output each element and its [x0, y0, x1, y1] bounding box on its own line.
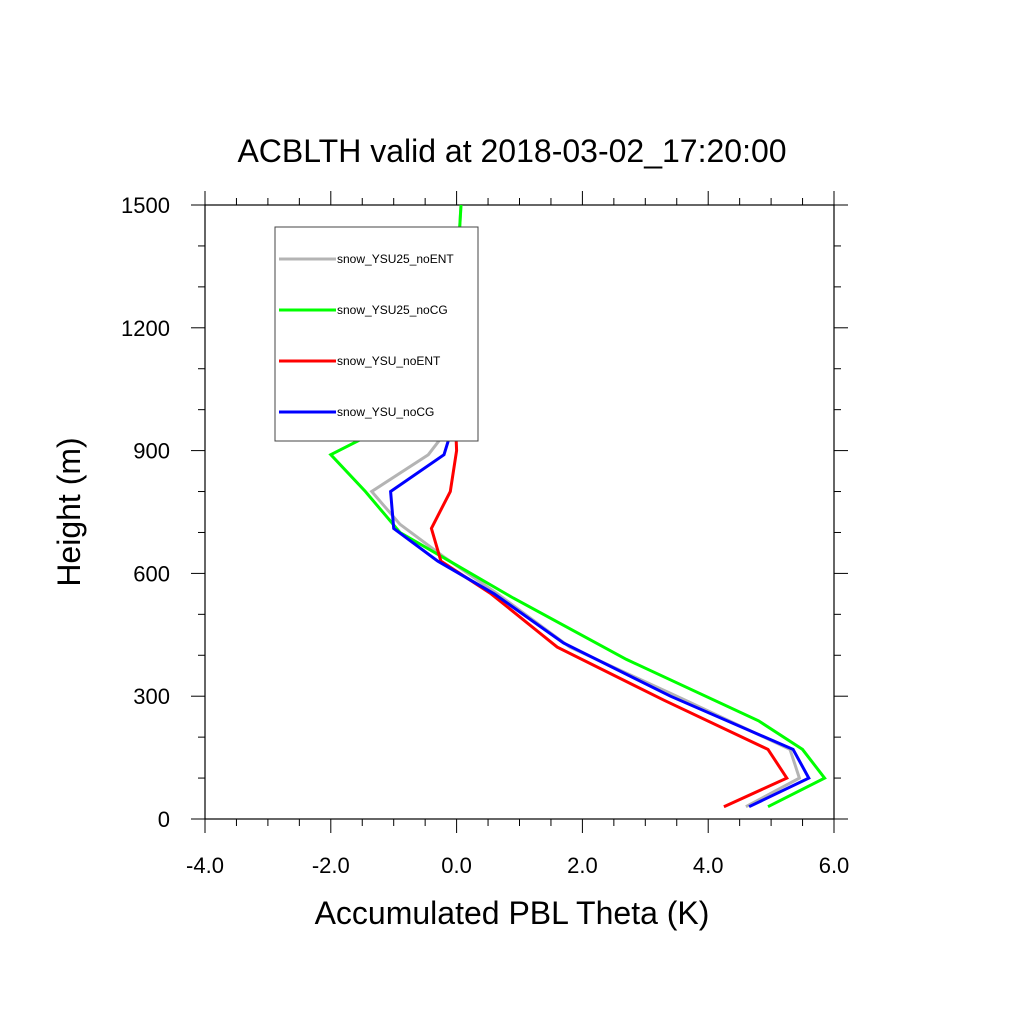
y-axis-ticks: 0 300 600 900 1200 1500: [121, 193, 848, 832]
x-axis-label: Accumulated PBL Theta (K): [315, 895, 710, 931]
y-tick-label: 0: [158, 807, 170, 832]
y-tick-label: 900: [133, 439, 170, 464]
series-line-snow-ysu-nocg: [389, 417, 811, 809]
x-tick-label: 0.0: [441, 853, 472, 878]
chart-title: ACBLTH valid at 2018-03-02_17:20:00: [237, 133, 786, 169]
y-axis-label: Height (m): [51, 437, 87, 586]
x-tick-label: -4.0: [186, 853, 224, 878]
legend-label-snow-ysu25-noent: snow_YSU25_noENT: [337, 252, 454, 266]
y-tick-label: 1500: [121, 193, 170, 218]
y-tick-label: 600: [133, 561, 170, 586]
y-tick-label: 1200: [121, 316, 170, 341]
x-tick-label: 2.0: [567, 853, 598, 878]
x-tick-label: 6.0: [819, 853, 850, 878]
legend-label-snow-ysu25-nocg: snow_YSU25_noCG: [337, 303, 448, 317]
x-tick-label: -2.0: [312, 853, 350, 878]
x-axis-ticks: -4.0 -2.0 0.0 2.0 4.0 6.0: [186, 191, 849, 878]
legend-label-snow-ysu-nocg: snow_YSU_noCG: [337, 405, 434, 419]
legend-label-snow-ysu-noent: snow_YSU_noENT: [337, 354, 441, 368]
y-tick-label: 300: [133, 684, 170, 709]
series-line-snow-ysu-noent: [429, 417, 790, 809]
legend: snow_YSU25_noENT snow_YSU25_noCG snow_YSU_…: [274, 226, 479, 442]
x-tick-label: 4.0: [693, 853, 724, 878]
legend-box: [274, 226, 479, 442]
